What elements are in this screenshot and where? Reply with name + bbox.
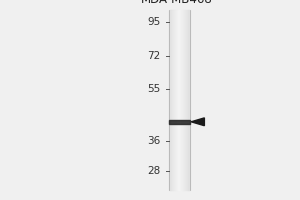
Bar (179, 10, 180, 190)
Text: 95: 95 (147, 17, 160, 27)
Bar (186, 10, 187, 190)
Text: 28: 28 (147, 166, 160, 176)
Bar (172, 10, 173, 190)
Bar (189, 10, 190, 190)
Text: 36: 36 (147, 136, 160, 146)
Bar (178, 10, 179, 190)
Bar (169, 10, 170, 190)
Bar (173, 10, 174, 190)
Bar (171, 10, 172, 190)
Polygon shape (191, 118, 204, 126)
Bar (180, 10, 181, 190)
Bar (177, 10, 178, 190)
Bar (169, 10, 170, 190)
Bar (176, 10, 177, 190)
Bar (187, 10, 188, 190)
Text: MDA-MB468: MDA-MB468 (141, 0, 212, 6)
Bar (181, 10, 182, 190)
Bar (185, 10, 186, 190)
Bar (188, 10, 189, 190)
Bar (182, 10, 183, 190)
Bar (183, 10, 184, 190)
Bar (184, 10, 185, 190)
Bar (170, 10, 171, 190)
Bar (169, 120, 190, 124)
Bar (174, 10, 175, 190)
Text: 55: 55 (147, 84, 160, 94)
Bar (175, 10, 176, 190)
Text: 72: 72 (147, 51, 160, 61)
